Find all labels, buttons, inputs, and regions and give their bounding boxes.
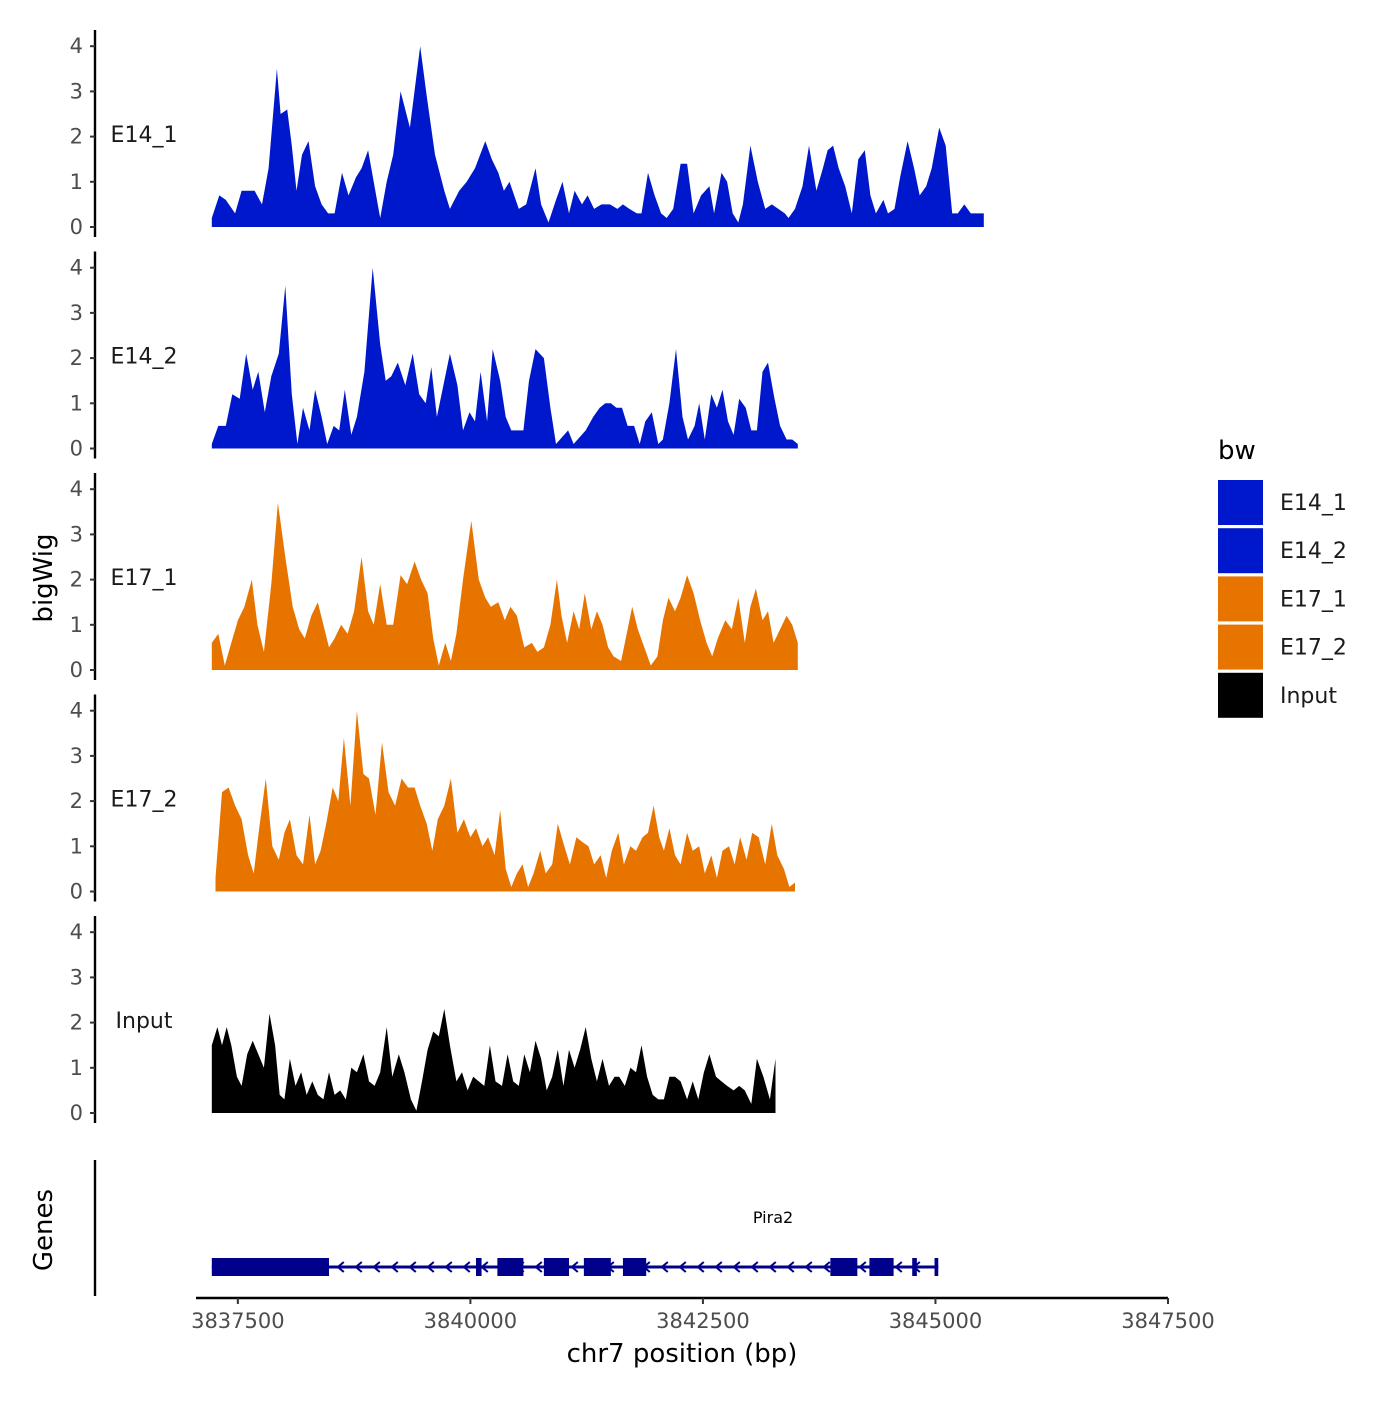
track-e14-2: 0 1 2 3 4 E14_2 [70, 251, 798, 461]
y-tick-label: 0 [70, 215, 83, 239]
x-axis: 3837500 3840000 3842500 3845000 3847500 chr7 … [191, 1296, 1215, 1369]
strand-arrow [336, 1261, 345, 1273]
gene-exon [583, 1258, 611, 1276]
x-tick-label: 3845000 [889, 1309, 983, 1333]
strand-arrow [732, 1261, 741, 1273]
track-label: E14_2 [111, 345, 178, 370]
legend-label: Input [1280, 684, 1337, 709]
coverage-area-input [211, 1009, 776, 1113]
y-tick-label: 0 [70, 1101, 83, 1125]
y-tick-label: 1 [70, 1056, 83, 1080]
y-tick-label: 4 [70, 256, 83, 280]
gene-exon [497, 1258, 524, 1276]
legend-label: E17_1 [1280, 587, 1347, 612]
strand-arrow [480, 1261, 489, 1273]
gene-exon [211, 1258, 330, 1276]
legend-label: E14_1 [1280, 491, 1347, 516]
y-tick-label: 2 [70, 568, 83, 592]
y-tick-label: 1 [70, 170, 83, 194]
genes-axis-title: Genes [29, 1189, 59, 1271]
gene-exon [912, 1258, 917, 1276]
strand-arrow [804, 1261, 813, 1273]
y-tick-label: 3 [70, 744, 83, 768]
y-tick-label: 4 [70, 699, 83, 723]
strand-arrow [696, 1261, 705, 1273]
legend-swatch-e14-2 [1218, 528, 1263, 574]
strand-arrow [570, 1261, 579, 1273]
y-tick-label: 4 [70, 920, 83, 944]
strand-arrow [858, 1261, 867, 1273]
gene-exon [622, 1258, 647, 1276]
strand-arrow [768, 1261, 777, 1273]
x-tick-label: 3837500 [191, 1309, 285, 1333]
strand-arrow [408, 1261, 417, 1273]
strand-arrow [372, 1261, 381, 1273]
x-tick-label: 3842500 [656, 1309, 750, 1333]
strand-arrow [678, 1261, 687, 1273]
y-tick-label: 1 [70, 613, 83, 637]
strand-arrow [444, 1261, 453, 1273]
strand-arrow [786, 1261, 795, 1273]
coverage-area-e17-2 [215, 710, 795, 892]
track-e17-2: 0 1 2 3 4 E17_2 [70, 694, 795, 904]
genes-track: Genes Pira2 [29, 1160, 939, 1296]
gene-name-label: Pira2 [753, 1208, 793, 1227]
y-tick-label: 3 [70, 301, 83, 325]
gene-exon [869, 1258, 894, 1276]
strand-arrow [822, 1261, 831, 1273]
track-label: E14_1 [111, 123, 178, 148]
y-tick-label: 0 [70, 880, 83, 904]
coverage-area-e14-2 [211, 267, 798, 449]
strand-arrow [534, 1261, 543, 1273]
track-label: Input [116, 1009, 173, 1034]
coverage-area-e17-1 [211, 502, 798, 670]
y-tick-label: 4 [70, 34, 83, 58]
legend-label: E17_2 [1280, 636, 1347, 661]
gene-exon [475, 1258, 482, 1276]
strand-arrow [462, 1261, 471, 1273]
tracks-layer: 0 1 2 3 4 E14_1 0 1 2 3 4 E14_2 0 1 2 3 4 E17_1 0 1 2 3 4 E17_2… [70, 30, 984, 1125]
track-input: 0 1 2 3 4 Input [70, 916, 776, 1125]
track-label: E17_1 [111, 566, 178, 591]
track-label: E17_2 [111, 788, 178, 813]
coverage-area-e14-1 [211, 46, 984, 228]
x-tick-label: 3847500 [1121, 1309, 1215, 1333]
y-tick-label: 1 [70, 834, 83, 858]
y-tick-label: 4 [70, 477, 83, 501]
y-tick-label: 2 [70, 125, 83, 149]
x-tick-label: 3840000 [424, 1309, 518, 1333]
gene-exon [934, 1258, 939, 1276]
track-e17-1: 0 1 2 3 4 E17_1 [70, 473, 798, 682]
x-axis-title: chr7 position (bp) [567, 1339, 798, 1369]
y-tick-label: 3 [70, 79, 83, 103]
y-tick-label: 0 [70, 658, 83, 682]
legend-swatch-e17-1 [1218, 576, 1263, 622]
strand-arrow [894, 1261, 903, 1273]
strand-arrow [390, 1261, 399, 1273]
strand-arrow [714, 1261, 723, 1273]
y-tick-label: 2 [70, 789, 83, 813]
gene-exon [830, 1258, 858, 1276]
strand-arrow [426, 1261, 435, 1273]
strand-arrow [660, 1261, 669, 1273]
y-tick-label: 0 [70, 437, 83, 461]
legend-title: bw [1218, 436, 1256, 466]
track-e14-1: 0 1 2 3 4 E14_1 [70, 30, 984, 239]
gene-exon [543, 1258, 569, 1276]
y-tick-label: 3 [70, 965, 83, 989]
y-tick-label: 1 [70, 391, 83, 415]
y-tick-label: 2 [70, 1011, 83, 1035]
legend-swatch-e17-2 [1218, 624, 1263, 670]
y-axis-title: bigWig [29, 533, 59, 622]
legend: bw E14_1 E14_2 E17_1 E17_2 Input [1218, 436, 1347, 718]
y-tick-label: 2 [70, 346, 83, 370]
legend-label: E14_2 [1280, 539, 1347, 564]
strand-arrow [750, 1261, 759, 1273]
legend-swatch-input [1218, 672, 1263, 718]
y-tick-label: 3 [70, 522, 83, 546]
legend-swatch-e14-1 [1218, 480, 1263, 525]
strand-arrow [354, 1261, 363, 1273]
